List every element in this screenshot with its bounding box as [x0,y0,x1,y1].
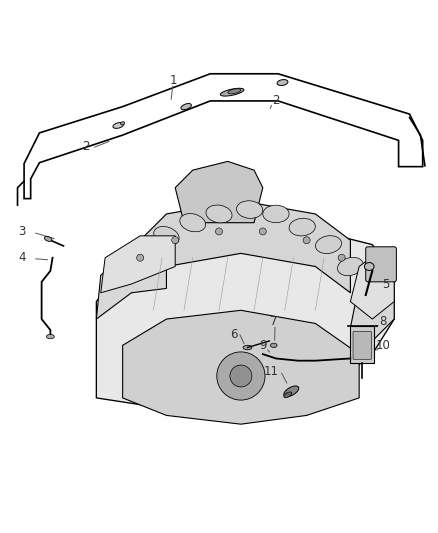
Polygon shape [350,326,374,363]
Circle shape [137,254,144,261]
Polygon shape [175,161,263,223]
Text: 10: 10 [376,339,391,352]
Circle shape [303,237,310,244]
Text: 9: 9 [259,339,267,352]
Ellipse shape [277,79,288,85]
Ellipse shape [113,123,124,128]
Polygon shape [96,223,394,415]
Text: 7: 7 [270,315,278,328]
Polygon shape [96,245,166,319]
Ellipse shape [364,263,374,270]
Circle shape [215,228,223,235]
FancyBboxPatch shape [353,332,371,359]
Circle shape [230,365,252,387]
Circle shape [217,352,265,400]
Circle shape [338,254,345,261]
Polygon shape [123,310,359,424]
Text: 5: 5 [382,278,389,290]
Text: 2: 2 [272,94,280,107]
Text: 1: 1 [169,74,177,87]
FancyBboxPatch shape [366,247,396,282]
Text: 2: 2 [81,140,89,152]
Text: 6: 6 [230,328,238,341]
Ellipse shape [284,392,292,398]
Ellipse shape [44,237,52,241]
Ellipse shape [270,343,277,348]
Polygon shape [350,253,394,319]
Ellipse shape [237,201,263,219]
Ellipse shape [243,345,252,350]
Ellipse shape [220,88,244,96]
Polygon shape [350,266,394,341]
Ellipse shape [120,122,125,125]
Text: 11: 11 [263,365,278,378]
Text: 8: 8 [380,315,387,328]
Circle shape [204,339,278,413]
Ellipse shape [228,89,241,94]
Ellipse shape [284,386,299,397]
Ellipse shape [338,257,363,276]
Ellipse shape [315,236,342,254]
Ellipse shape [181,103,191,110]
Ellipse shape [46,334,54,339]
Ellipse shape [180,214,205,232]
Polygon shape [101,236,175,293]
Polygon shape [131,201,350,293]
Text: 4: 4 [18,251,26,264]
Ellipse shape [263,205,289,223]
Circle shape [172,237,179,244]
Circle shape [259,228,266,235]
Text: 3: 3 [18,225,25,238]
Ellipse shape [289,219,315,236]
Ellipse shape [206,205,232,223]
Ellipse shape [154,227,179,245]
